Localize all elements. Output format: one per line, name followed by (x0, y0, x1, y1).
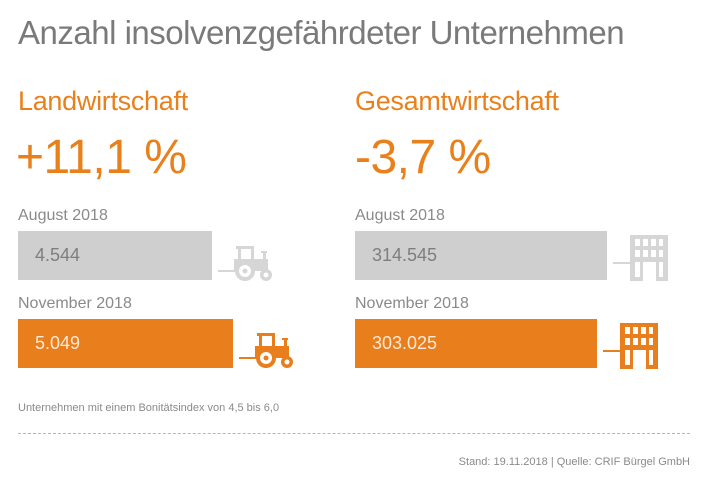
change-percent: -3,7 % (355, 131, 491, 184)
tractor-icon (255, 333, 295, 369)
period-label: November 2018 (18, 295, 132, 312)
value-bar: 314.545 (355, 231, 607, 280)
building-icon (620, 323, 658, 369)
period-label: November 2018 (355, 295, 469, 312)
footnote: Unternehmen mit einem Bonitätsindex von … (18, 402, 280, 414)
connector-line (218, 270, 238, 272)
period-label: August 2018 (18, 207, 108, 224)
value-text: 314.545 (372, 245, 438, 265)
source-line: Stand: 19.11.2018 | Quelle: CRIF Bürgel … (458, 456, 690, 468)
value-bar: 5.049 (18, 319, 233, 368)
section-label: Landwirtschaft (18, 86, 188, 116)
value-bar: 303.025 (355, 319, 597, 368)
change-percent: +11,1 % (16, 131, 187, 184)
building-icon (630, 235, 668, 281)
connector-line (613, 262, 632, 264)
value-text: 303.025 (372, 333, 438, 353)
section-label: Gesamtwirtschaft (355, 86, 559, 116)
connector-line (239, 357, 259, 359)
connector-line (603, 350, 621, 352)
value-bar: 4.544 (18, 231, 212, 280)
value-text: 5.049 (35, 333, 81, 353)
value-text: 4.544 (35, 245, 81, 265)
tractor-icon (234, 246, 274, 282)
page-title: Anzahl insolvenzgefährdeter Unternehmen (18, 14, 625, 51)
dashed-divider (18, 433, 690, 434)
period-label: August 2018 (355, 207, 445, 224)
